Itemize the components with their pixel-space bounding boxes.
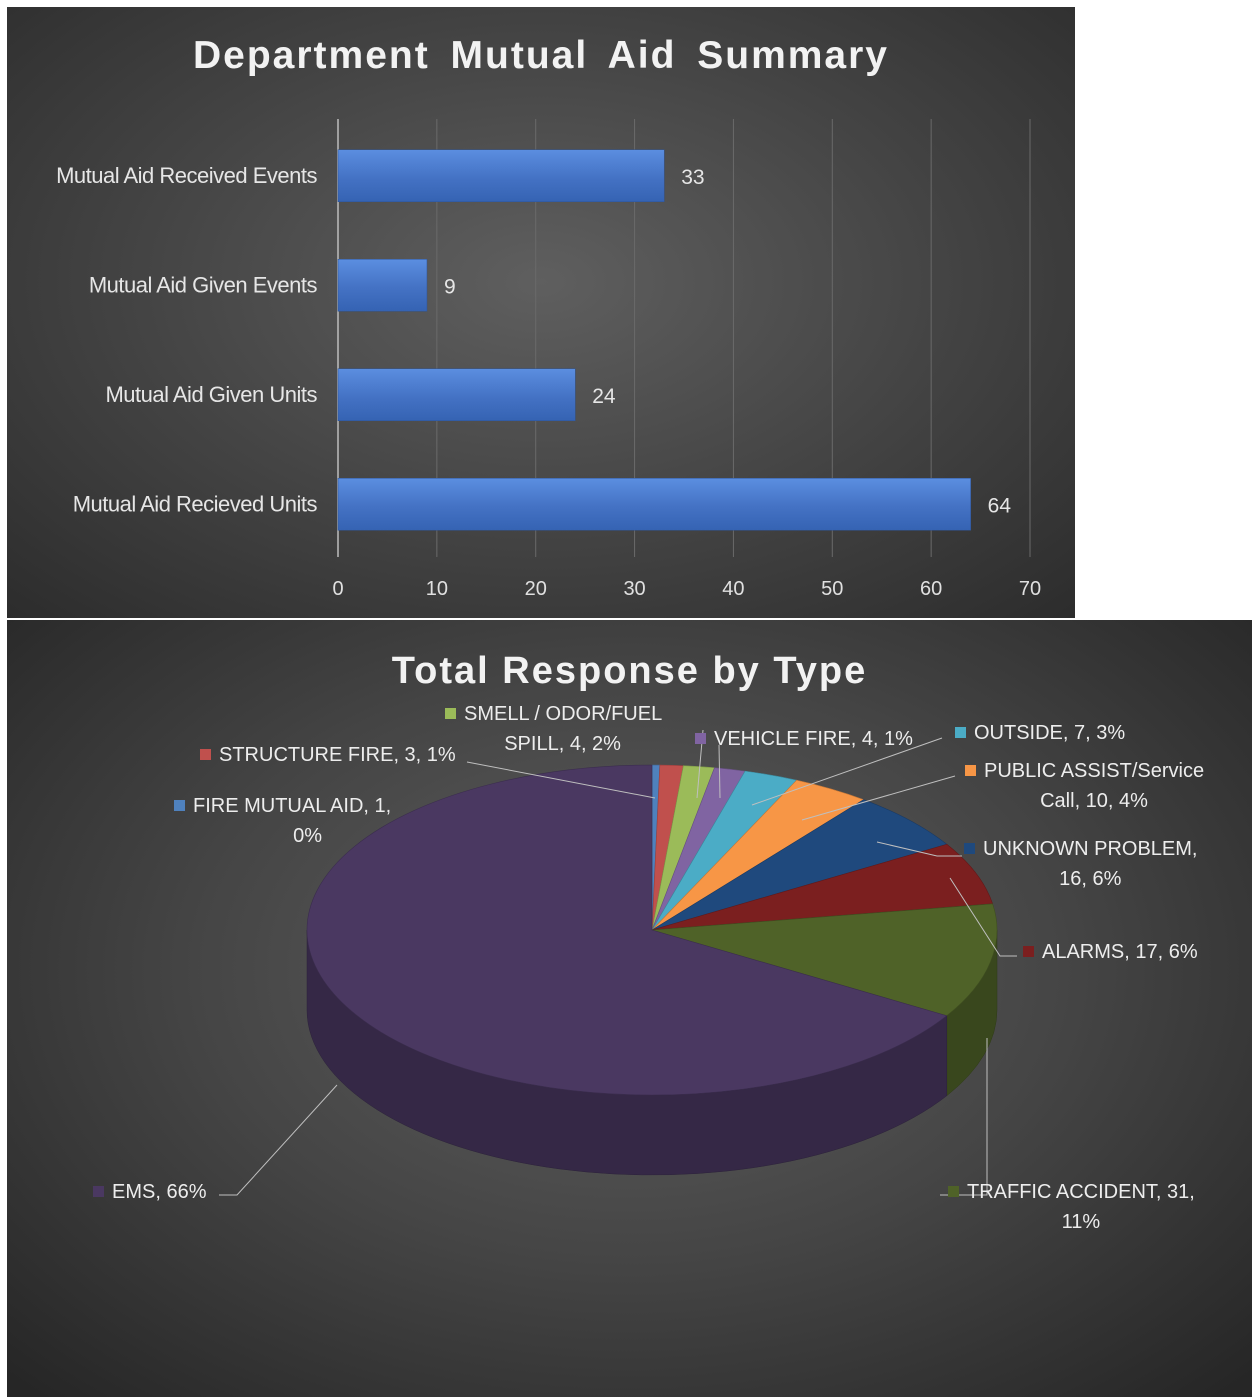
- data-label-mutual-aid-received-events: 33: [681, 166, 704, 189]
- pie-label-public-assist: PUBLIC ASSIST/Service Call, 10, 4%: [965, 756, 1204, 816]
- vehicle-fire-swatch: [695, 733, 706, 744]
- data-label-mutual-aid-recieved-units: 64: [988, 494, 1012, 517]
- traffic-accident-label-line1: TRAFFIC ACCIDENT, 31,: [967, 1181, 1195, 1203]
- outside-label: OUTSIDE, 7, 3%: [974, 722, 1125, 744]
- x-tick-label-30: 30: [623, 578, 645, 600]
- smell-odor-label-line2: SPILL, 4, 2%: [445, 729, 662, 759]
- ems-swatch: [93, 1186, 104, 1197]
- smell-odor-swatch: [445, 708, 456, 719]
- pie-label-outside: OUTSIDE, 7, 3%: [955, 718, 1125, 748]
- pie-label-structure-fire: STRUCTURE FIRE, 3, 1%: [200, 740, 456, 770]
- structure-fire-label: STRUCTURE FIRE, 3, 1%: [219, 744, 456, 766]
- mutual-aid-bar-chart: Department Mutual Aid Summary 0 10 20 30 40 5…: [7, 7, 1075, 618]
- traffic-accident-swatch: [948, 1186, 959, 1197]
- public-assist-swatch: [965, 765, 976, 776]
- pie-label-fire-mutual-aid: FIRE MUTUAL AID, 1, 0%: [174, 791, 391, 851]
- pie-label-alarms: ALARMS, 17, 6%: [1023, 937, 1198, 967]
- alarms-swatch: [1023, 946, 1034, 957]
- bar-mutual-aid-given-units: [338, 369, 575, 421]
- x-tick-label-0: 0: [332, 578, 343, 600]
- ems-label: EMS, 66%: [112, 1181, 206, 1203]
- pie-label-smell-odor: SMELL / ODOR/FUEL SPILL, 4, 2%: [445, 699, 662, 759]
- pie-label-vehicle-fire: VEHICLE FIRE, 4, 1%: [695, 724, 913, 754]
- public-assist-label-line1: PUBLIC ASSIST/Service: [984, 760, 1204, 782]
- unknown-problem-label-line1: UNKNOWN PROBLEM,: [983, 838, 1197, 860]
- pie-top-faces: [307, 765, 997, 1095]
- pie-label-traffic-accident: TRAFFIC ACCIDENT, 31, 11%: [948, 1177, 1195, 1237]
- category-label-mutual-aid-given-units: Mutual Aid Given Units: [105, 382, 317, 407]
- category-label-mutual-aid-received-events: Mutual Aid Received Events: [56, 163, 317, 188]
- bar-mutual-aid-given-events: [338, 259, 427, 311]
- category-label-mutual-aid-recieved-units: Mutual Aid Recieved Units: [73, 491, 318, 516]
- response-type-pie-chart: Total Response by Type FIRE MUTUAL AID, …: [7, 620, 1252, 1397]
- unknown-problem-swatch: [964, 843, 975, 854]
- vehicle-fire-label: VEHICLE FIRE, 4, 1%: [714, 728, 913, 750]
- outside-swatch: [955, 727, 966, 738]
- x-tick-label-40: 40: [722, 578, 744, 600]
- x-tick-label-50: 50: [821, 578, 843, 600]
- x-tick-label-60: 60: [920, 578, 942, 600]
- fire-mutual-aid-label-line2: 0%: [174, 821, 391, 851]
- data-label-mutual-aid-given-units: 24: [592, 385, 616, 408]
- traffic-accident-label-line2: 11%: [948, 1207, 1195, 1237]
- fire-mutual-aid-label-line1: FIRE MUTUAL AID, 1,: [193, 795, 391, 817]
- bar-mutual-aid-received-events: [338, 150, 664, 202]
- public-assist-label-line2: Call, 10, 4%: [965, 786, 1204, 816]
- x-tick-label-70: 70: [1019, 578, 1041, 600]
- pie-label-unknown-problem: UNKNOWN PROBLEM, 16, 6%: [964, 834, 1197, 894]
- category-label-mutual-aid-given-events: Mutual Aid Given Events: [89, 272, 318, 297]
- unknown-problem-label-line2: 16, 6%: [964, 864, 1197, 894]
- smell-odor-label-line1: SMELL / ODOR/FUEL: [464, 703, 662, 725]
- bar-chart-plot: 0 10 20 30 40 50 60 70 Mutual Aid Received Event…: [7, 7, 1075, 618]
- alarms-label: ALARMS, 17, 6%: [1042, 941, 1198, 963]
- leader-line-8: [219, 1085, 337, 1195]
- bar-mutual-aid-recieved-units: [338, 478, 971, 530]
- fire-mutual-aid-swatch: [174, 800, 185, 811]
- data-label-mutual-aid-given-events: 9: [444, 275, 456, 298]
- x-tick-label-20: 20: [525, 578, 547, 600]
- x-tick-label-10: 10: [426, 578, 448, 600]
- structure-fire-swatch: [200, 749, 211, 760]
- pie-label-ems: EMS, 66%: [93, 1177, 206, 1207]
